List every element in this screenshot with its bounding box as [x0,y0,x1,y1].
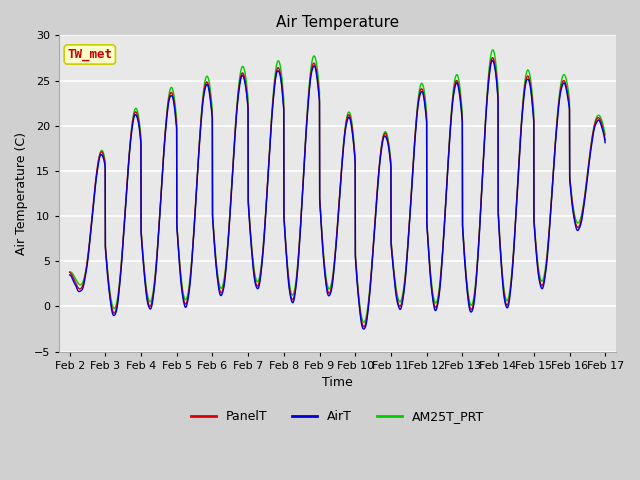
Y-axis label: Air Temperature (C): Air Temperature (C) [15,132,28,255]
Text: TW_met: TW_met [67,48,112,61]
Legend: PanelT, AirT, AM25T_PRT: PanelT, AirT, AM25T_PRT [186,405,490,428]
X-axis label: Time: Time [322,376,353,389]
Title: Air Temperature: Air Temperature [276,15,399,30]
